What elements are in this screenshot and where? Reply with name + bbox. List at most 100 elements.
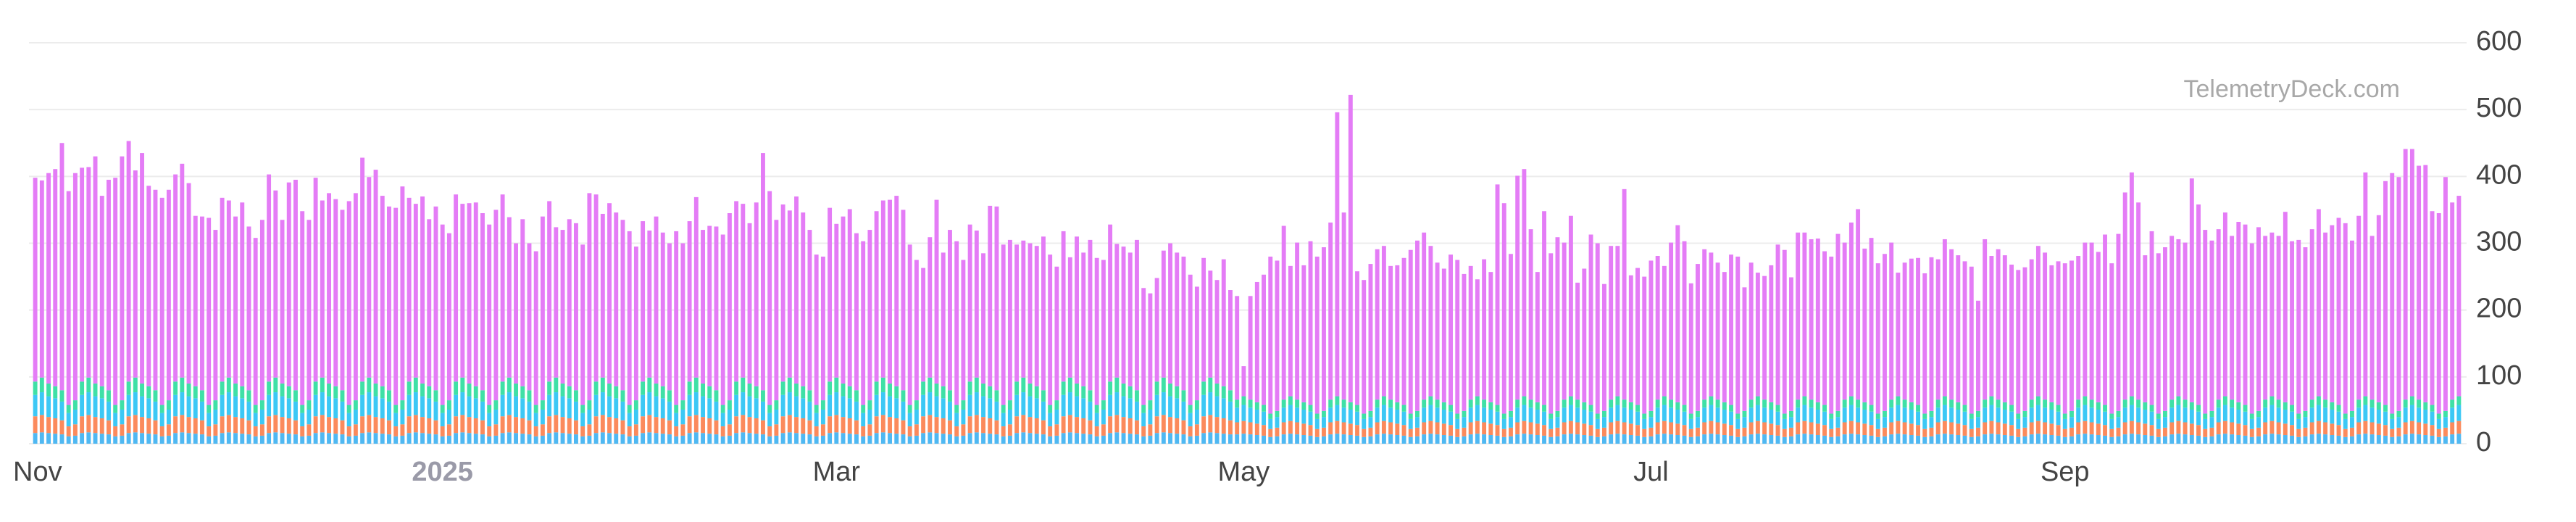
bar-segment [1509,254,1513,411]
bar-segment [1748,262,1754,400]
bar-segment [1328,222,1333,400]
bar-segment [59,390,64,402]
bar-segment [2176,405,2181,421]
bar-segment [2222,396,2227,405]
bar-segment [520,386,525,399]
bar-segment [1262,411,1266,426]
bar-segment [1314,413,1320,419]
bar-segment [1268,256,1273,414]
bar-segment [1328,434,1333,444]
bar-segment [1381,405,1386,421]
bar-segment [2396,427,2401,436]
bar-segment [1028,384,1033,397]
bar-segment [2076,434,2081,444]
bar-segment [2183,242,2188,400]
bar-segment [1935,434,1941,444]
bar-segment [1501,203,1506,414]
bar-segment [1789,427,1793,436]
bar-segment [1835,410,1841,418]
bar-segment [1181,434,1186,444]
bar-segment [874,394,879,417]
bar-segment [1722,423,1727,436]
bar-segment [633,424,638,436]
bar-segment [380,398,385,418]
bar-segment [1175,386,1180,399]
bar-segment [1588,435,1593,444]
bar-segment [1281,434,1286,444]
bar-segment [894,398,899,418]
bar-segment [861,436,866,444]
bar-segment [2443,410,2448,418]
bar-segment [2376,435,2381,444]
bar-segment [72,435,78,444]
bar-segment [193,215,198,386]
bar-segment [2143,402,2148,410]
bar-segment [1501,428,1506,437]
bar-segment [1875,413,1880,419]
bar-segment [340,390,345,402]
bar-segment [1883,254,1887,411]
bar-segment [907,244,912,405]
bar-segment [647,415,652,433]
bar-segment [467,433,472,444]
bar-segment [1809,434,1814,444]
bar-segment [1435,399,1440,408]
bar-segment [1335,396,1340,405]
bar-segment [1254,435,1259,444]
bar-segment [988,205,993,386]
bar-segment [1956,409,1961,424]
bar-segment [1909,409,1914,424]
bar-segment [687,433,692,444]
bar-segment [974,415,979,433]
bar-segment [200,216,204,391]
bar-segment [1395,423,1400,436]
bar-segment [1568,420,1573,434]
bar-segment [46,433,51,444]
bar-segment [1395,435,1400,444]
bar-segment [1562,242,1567,400]
bar-segment [1081,418,1086,434]
bar-segment [567,386,572,399]
bar-segment [159,426,164,436]
bar-segment [1388,434,1393,444]
bar-segment [714,226,719,391]
bar-segment [1114,377,1120,393]
bar-segment [1395,265,1400,402]
bar-segment [233,417,238,434]
bar-segment [1722,402,1727,410]
bar-segment [1088,390,1093,402]
bar-segment [1061,394,1066,417]
bar-segment [66,436,71,444]
bar-segment [1862,248,1867,402]
bar-segment [1075,236,1079,384]
bar-segment [2430,211,2435,405]
bar-segment [320,377,325,393]
bar-segment [93,396,98,418]
bar-segment [1262,274,1266,405]
bar-segment [2163,417,2167,428]
bar-segment [253,413,258,427]
bar-segment [2383,181,2388,405]
bar-segment [1441,402,1446,410]
bar-segment [1348,435,1353,444]
bar-segment [2390,413,2395,419]
bar-segment [2303,410,2308,418]
bar-segment [373,170,378,384]
bar-segment [1635,268,1640,405]
bar-segment [1762,399,1767,408]
bar-segment [1962,435,1967,444]
bar-segment [1314,436,1320,444]
bar-segment [693,196,699,378]
bar-segment [2076,399,2081,408]
bar-segment [53,434,58,444]
bar-segment [1135,420,1139,435]
bar-segment [166,400,171,410]
bar-segment [2256,417,2261,428]
bar-segment [1014,394,1020,417]
bar-segment [367,415,372,433]
bar-segment [1101,424,1106,436]
bar-segment [1067,377,1072,393]
bar-segment [500,394,505,417]
bar-segment [1449,425,1453,436]
bar-segment [387,206,391,391]
